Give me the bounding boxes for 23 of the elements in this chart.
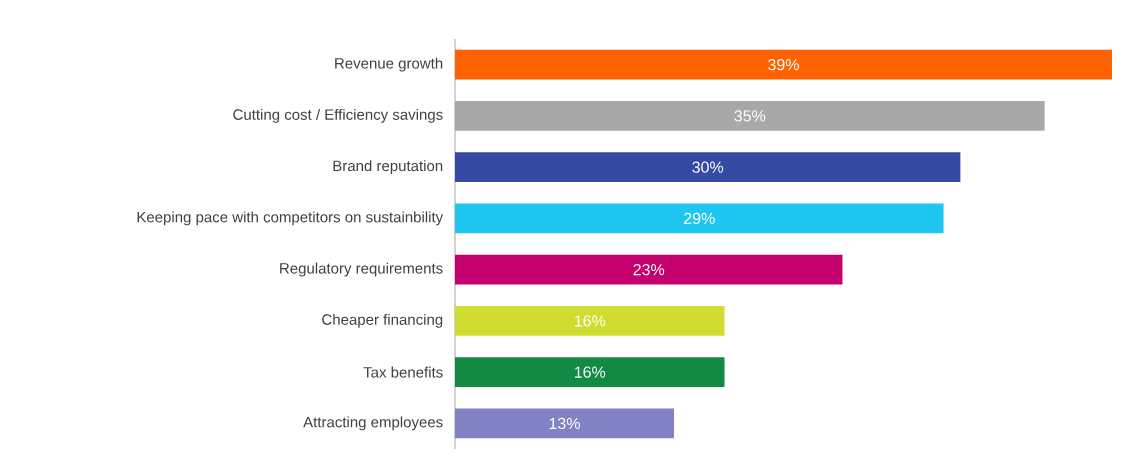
bar — [455, 357, 725, 388]
data-label: 39% — [768, 58, 799, 71]
y-tick-label: Cutting cost / Efficiency savings — [233, 108, 443, 123]
bar — [455, 408, 674, 439]
data-label: 13% — [549, 417, 580, 430]
y-tick-label: Regulatory requirements — [280, 262, 443, 277]
data-label: 23% — [633, 263, 665, 276]
y-tick-label: Cheaper financing — [322, 313, 443, 328]
bar — [455, 49, 1112, 80]
y-tick-label: Attracting employees — [303, 416, 443, 431]
y-tick-label: Revenue growth — [335, 57, 443, 72]
data-label: 30% — [692, 161, 724, 173]
y-tick-label: Tax benefits — [363, 366, 443, 378]
data-label: 16% — [574, 315, 606, 327]
bar — [455, 305, 725, 336]
bar — [455, 203, 944, 234]
y-tick-label: Keeping pace with competitors on sustainbility — [137, 211, 444, 226]
bar — [455, 254, 843, 285]
data-label: 16% — [574, 366, 606, 378]
data-label: 35% — [734, 110, 766, 122]
bar — [455, 152, 961, 183]
y-tick-label: Brand reputation — [333, 160, 443, 175]
data-label: 29% — [684, 212, 715, 225]
